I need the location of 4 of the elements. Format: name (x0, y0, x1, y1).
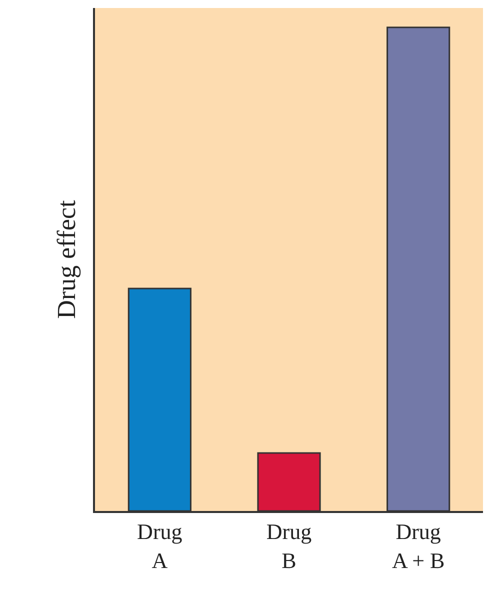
x-tick-label: Drug A (137, 519, 182, 573)
x-tick-label: Drug A + B (392, 519, 445, 573)
y-axis-title: Drug effect (52, 199, 82, 319)
x-tick-label: Drug B (266, 519, 312, 573)
